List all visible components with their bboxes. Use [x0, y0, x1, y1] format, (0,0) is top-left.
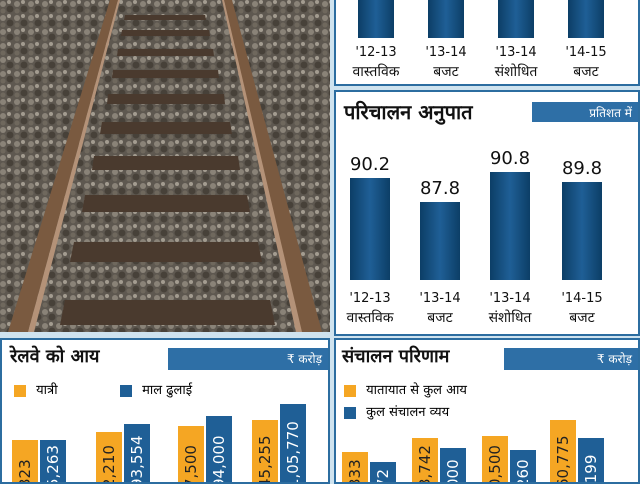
bar-value-label: 7,500 — [182, 445, 200, 484]
bar-value-label: 333 — [346, 459, 364, 484]
x-tick-year: '12-13 — [355, 45, 396, 60]
railway-income-panel: रेलवे को आय ₹ करोड़ यात्री माल ढुलाई 323… — [0, 338, 330, 484]
operating-ratio-value-label: 90.8 — [490, 148, 530, 169]
operating-ratio-chart: 90.2 '12-13 वास्तविक 87.8 '13-14 बजट 90.8 '13-1… — [336, 130, 640, 336]
x-tick-type: बजट — [573, 64, 599, 80]
x-tick-type: बजट — [433, 64, 459, 80]
bar-value-label: 2,210 — [100, 445, 118, 484]
bar-value-label: 1,05,770 — [284, 421, 302, 484]
bar-value-label: 93,554 — [128, 436, 146, 484]
legend-swatch-blue — [120, 385, 132, 397]
operating-ratio-title: परिचालन अनुपात — [344, 98, 473, 125]
railway-income-chart: 323 2,210 7,500 45,255 5,263 93,554 94,000 1,05… — [2, 396, 330, 484]
bar-value-label: 60,775 — [554, 436, 572, 484]
x-tick-type: बजट — [427, 310, 453, 326]
x-tick-year: '14-15 — [561, 291, 602, 306]
railway-income-unit: ₹ करोड़ — [168, 348, 328, 370]
bar-value-label: 5,263 — [44, 445, 62, 484]
operating-ratio-unit: प्रतिशत में — [532, 102, 638, 122]
x-tick-year: '13-14 — [489, 291, 530, 306]
bar-value-label: 0,500 — [486, 445, 504, 484]
x-tick-type: संशोधित — [495, 63, 539, 80]
bar-top-3 — [568, 0, 604, 38]
x-tick-year: '14-15 — [565, 45, 606, 60]
bar-value-label: 45,255 — [256, 436, 274, 484]
bar-value-label: 94,000 — [210, 436, 228, 484]
x-tick-type: बजट — [569, 310, 595, 326]
legend-traffic-income-label: यातायात से कुल आय — [366, 383, 467, 398]
x-tick-year: '12-13 — [349, 291, 390, 306]
legend-swatch-orange — [14, 385, 26, 397]
bar-top-0 — [358, 0, 394, 38]
bar-value-label: 000 — [444, 459, 462, 484]
bar-value-label: 323 — [16, 459, 34, 484]
bar-top-2 — [498, 0, 534, 38]
operating-results-title: संचालन परिणाम — [342, 344, 449, 368]
bar-value-label: 72 — [374, 469, 392, 484]
x-tick-year: '13-14 — [425, 45, 466, 60]
operating-ratio-panel: परिचालन अनुपात प्रतिशत में 90.2 '12-13 वास… — [334, 90, 640, 336]
operating-ratio-bar — [420, 202, 460, 280]
operating-ratio-bar — [490, 172, 530, 280]
operating-results-unit: ₹ करोड़ — [504, 348, 638, 370]
budget-bars-panel-top: '12-13 वास्तविक '13-14 बजट '13-14 संशोधित '14-… — [334, 0, 640, 86]
x-tick-year: '13-14 — [495, 45, 536, 60]
x-tick-type: वास्तविक — [347, 309, 394, 326]
operating-ratio-value-label: 89.8 — [562, 158, 602, 179]
bar-value-label: 3,742 — [416, 445, 434, 484]
x-tick-type: संशोधित — [489, 309, 533, 326]
bar-top-1 — [428, 0, 464, 38]
railway-track-photo — [0, 0, 330, 332]
operating-ratio-bar — [562, 182, 602, 280]
top-chart: '12-13 वास्तविक '13-14 बजट '13-14 संशोधित '14-… — [336, 0, 640, 86]
x-tick-type: वास्तविक — [353, 63, 400, 80]
operating-ratio-value-label: 90.2 — [350, 154, 390, 175]
track-illustration — [0, 0, 330, 332]
bar-value-label: 260 — [514, 459, 532, 484]
operating-ratio-value-label: 87.8 — [420, 178, 460, 199]
x-tick-year: '13-14 — [419, 291, 460, 306]
legend-traffic-income: यातायात से कुल आय — [344, 380, 467, 398]
railway-income-title: रेलवे को आय — [10, 344, 99, 368]
operating-ratio-bar — [350, 178, 390, 280]
legend-swatch-orange-2 — [344, 385, 356, 397]
operating-results-panel: संचालन परिणाम ₹ करोड़ यातायात से कुल आय … — [334, 338, 640, 484]
